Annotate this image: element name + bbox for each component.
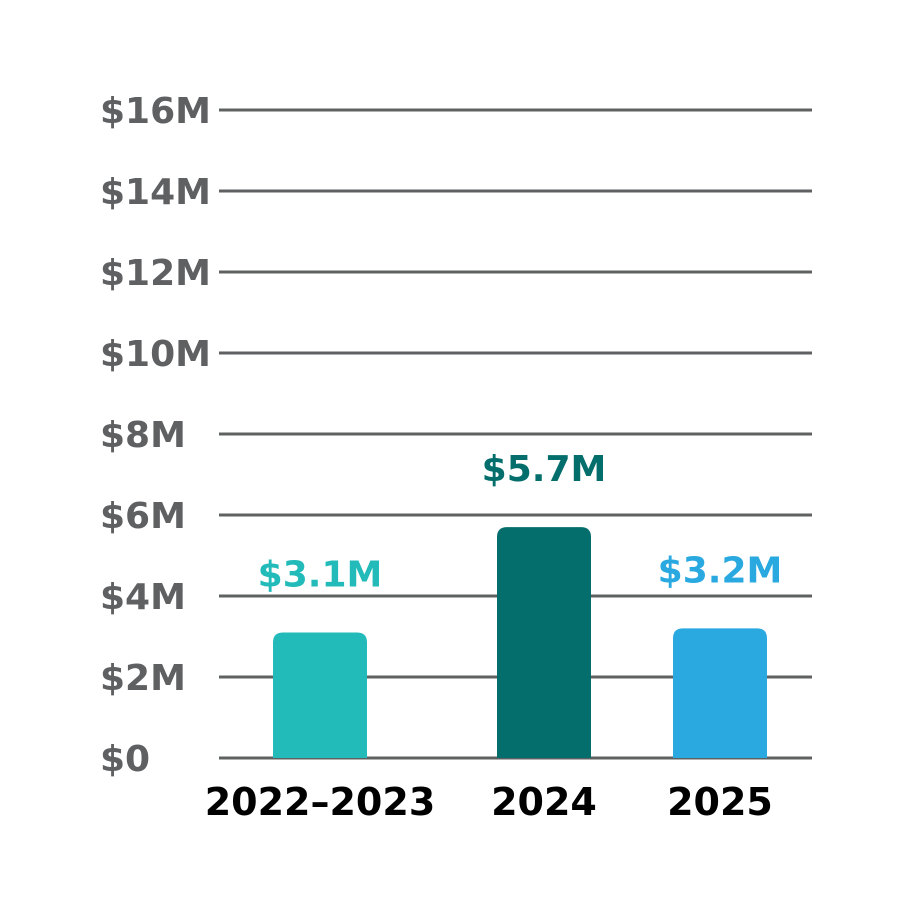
bar-3 [673, 628, 767, 758]
data-label: $3.2M [658, 550, 783, 591]
data-label: $3.1M [258, 554, 383, 595]
data-label: $5.7M [482, 449, 607, 490]
bar-1 [273, 632, 367, 758]
y-tick-label: $2M [100, 658, 186, 699]
y-tick-label: $4M [100, 577, 186, 618]
y-tick-label: $14M [100, 172, 211, 213]
y-tick-label: $8M [100, 415, 186, 456]
y-tick-label: $0 [100, 739, 150, 780]
y-tick-label: $10M [100, 334, 211, 375]
x-category-label: 2025 [667, 780, 773, 824]
x-category-label: 2024 [491, 780, 597, 824]
y-tick-label: $6M [100, 496, 186, 537]
y-tick-label: $12M [100, 253, 211, 294]
x-category-label: 2022–2023 [205, 780, 436, 824]
bar-2 [497, 527, 591, 758]
y-tick-label: $16M [100, 91, 211, 132]
